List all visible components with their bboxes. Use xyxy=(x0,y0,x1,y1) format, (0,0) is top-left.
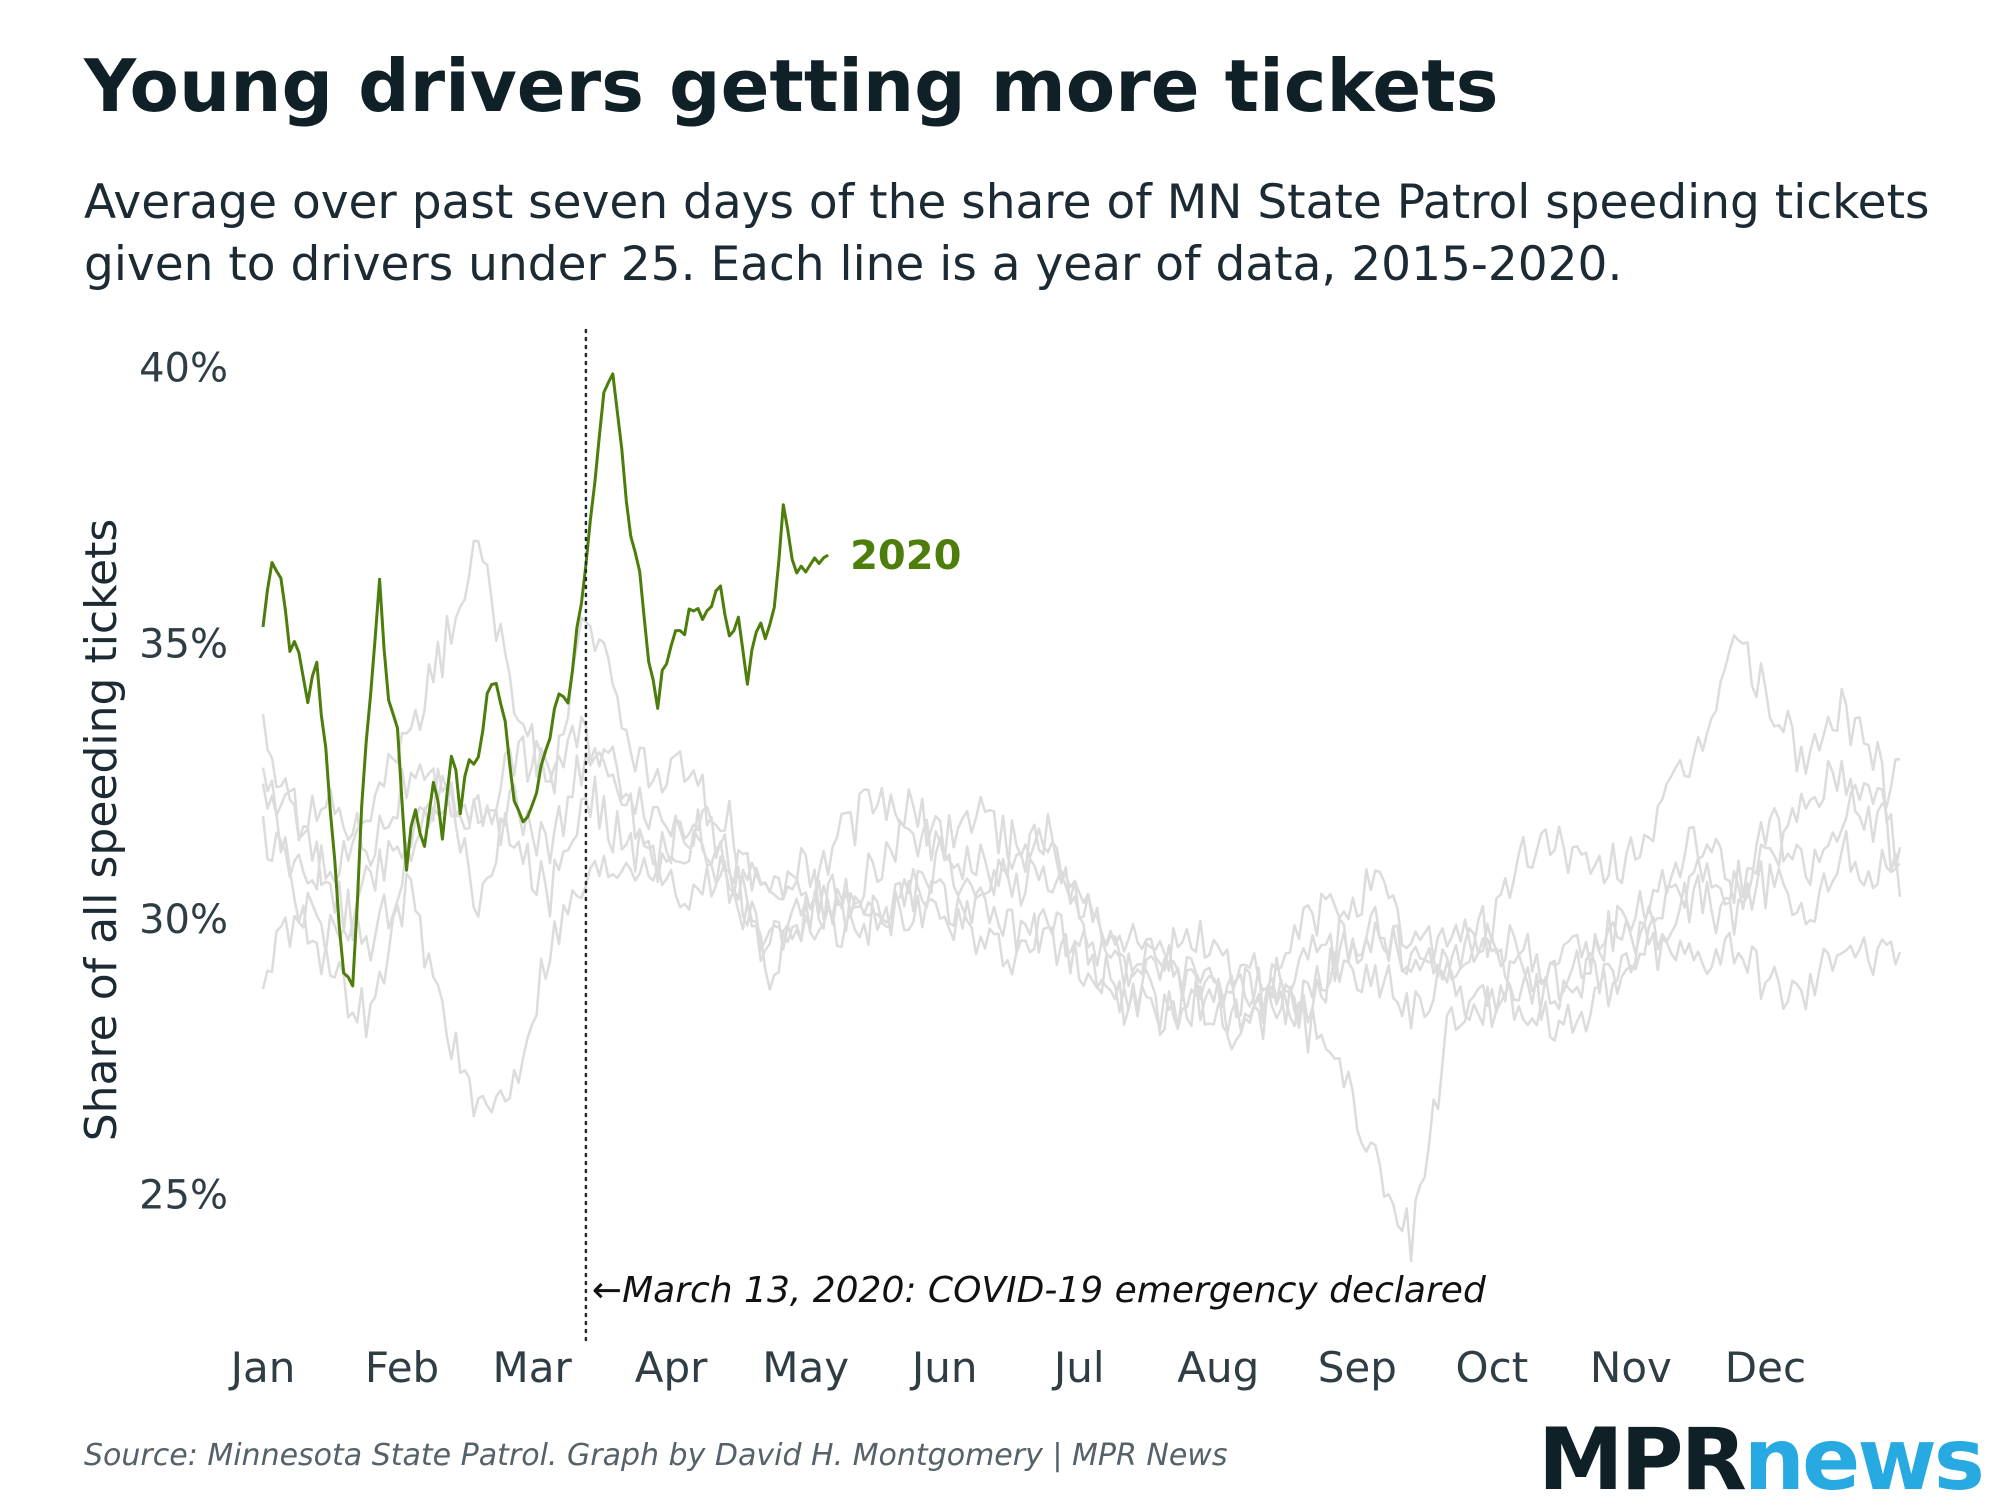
series-line-background xyxy=(261,763,1902,1263)
series-line-background xyxy=(261,751,1902,1051)
x-tick-label: Jul xyxy=(1051,1343,1105,1392)
x-tick-label: Nov xyxy=(1590,1343,1672,1392)
logo-part-news: news xyxy=(1743,1410,1985,1510)
chart-title: Young drivers getting more tickets xyxy=(84,44,1499,128)
series-label-2020: 2020 xyxy=(850,533,961,579)
x-axis-ticks: Jan Feb Mar Apr May Jun Jul Aug Sep Oct Nov Dec xyxy=(228,1343,1806,1392)
x-tick-label: Oct xyxy=(1456,1343,1529,1392)
chart-subtitle: Average over past seven days of the shar… xyxy=(84,175,1930,292)
series-line-background xyxy=(261,634,1901,1118)
x-tick-label: May xyxy=(762,1343,849,1392)
x-tick-label: Jun xyxy=(909,1343,978,1392)
covid-annotation-text: ←March 13, 2020: COVID-19 emergency decl… xyxy=(592,1270,1487,1311)
highlight-series-group: 2020 xyxy=(261,372,961,988)
x-tick-label: Jan xyxy=(228,1343,296,1392)
y-axis-ticks: 25% 30% 35% 40% xyxy=(139,346,228,1219)
y-tick-label: 25% xyxy=(139,1173,228,1219)
x-tick-label: Mar xyxy=(492,1343,572,1392)
mpr-news-logo: MPRnews xyxy=(1538,1415,1985,1505)
y-tick-label: 30% xyxy=(139,897,228,943)
y-axis-label-group: Share of all speeding tickets xyxy=(76,519,127,1142)
x-tick-label: Apr xyxy=(635,1343,708,1392)
x-tick-label: Sep xyxy=(1318,1343,1397,1392)
x-tick-label: Feb xyxy=(365,1343,439,1392)
x-tick-label: Aug xyxy=(1177,1343,1259,1392)
series-line-background xyxy=(261,539,1902,1035)
logo-part-mpr: MPR xyxy=(1537,1410,1747,1510)
y-tick-label: 40% xyxy=(139,346,228,392)
background-series-group xyxy=(261,539,1902,1263)
annotation-group: ←March 13, 2020: COVID-19 emergency decl… xyxy=(584,328,1487,1342)
y-axis-label: Share of all speeding tickets xyxy=(76,519,127,1142)
x-tick-label: Dec xyxy=(1725,1343,1806,1392)
source-note: Source: Minnesota State Patrol. Graph by… xyxy=(84,1438,1228,1473)
series-line-2020 xyxy=(261,372,829,988)
y-tick-label: 35% xyxy=(139,621,228,667)
